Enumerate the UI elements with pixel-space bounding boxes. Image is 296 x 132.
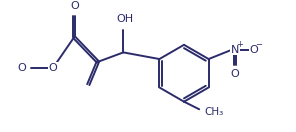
Text: N: N (231, 45, 239, 55)
Text: O: O (71, 1, 79, 11)
Text: OH: OH (117, 14, 134, 24)
Text: CH₃: CH₃ (205, 107, 224, 117)
Text: O: O (49, 63, 58, 73)
Text: O: O (17, 63, 26, 73)
Text: O: O (250, 45, 258, 55)
Text: +: + (237, 40, 243, 49)
Text: O: O (231, 69, 239, 79)
Text: −: − (255, 40, 262, 49)
